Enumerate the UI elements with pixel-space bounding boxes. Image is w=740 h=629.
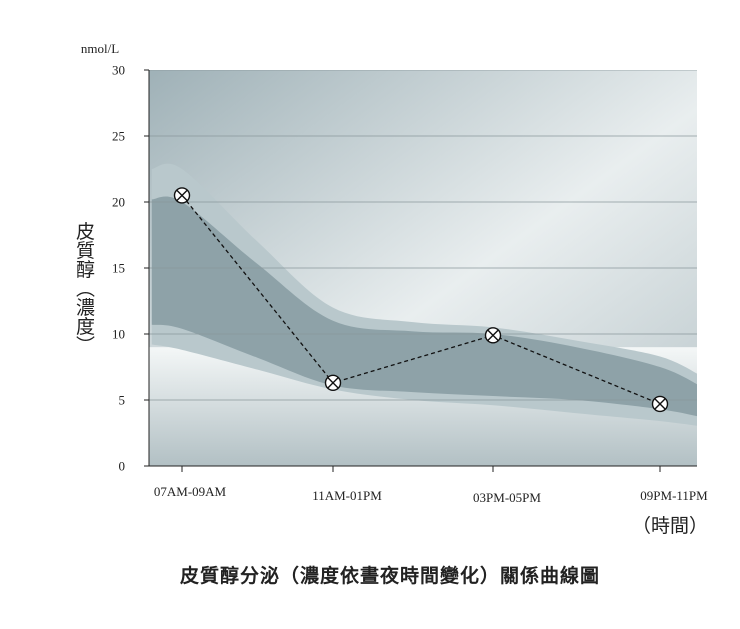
y-tick-label-5: 5 — [119, 393, 126, 408]
y-tick-label-30: 30 — [112, 63, 125, 78]
data-point-1 — [173, 187, 191, 204]
data-point-cross-b — [327, 377, 339, 389]
x-tick-label-1: 07AM-09AM — [154, 484, 227, 499]
series-layer — [173, 187, 669, 413]
plot-area — [149, 70, 697, 466]
x-tick-label-4: 09PM-11PM — [640, 488, 708, 503]
y-tick-label-15: 15 — [112, 261, 125, 276]
data-point-cross-b — [654, 398, 666, 410]
range-bands — [151, 163, 697, 426]
series-line-1 — [181, 194, 661, 405]
data-point-3 — [484, 327, 502, 344]
axes — [144, 69, 697, 472]
x-axis-label: （時間） — [632, 515, 708, 537]
data-point-2 — [324, 374, 342, 392]
y-tick-label-0: 0 — [119, 459, 126, 474]
x-tick-labels: 07AM-09AM 11AM-01PM 03PM-05PM 09PM-11PM — [154, 484, 708, 505]
y-axis-label: 皮質醇（濃度） — [73, 221, 95, 354]
data-point-4 — [651, 395, 669, 413]
y-tick-labels: 0 5 10 15 20 25 30 — [112, 63, 125, 474]
data-point-cross-b — [176, 189, 188, 202]
range-band-2 — [151, 196, 697, 417]
y-unit-label: nmol/L — [81, 41, 119, 56]
x-tick-label-3: 03PM-05PM — [473, 490, 541, 505]
y-tick-label-10: 10 — [112, 327, 125, 342]
y-tick-label-25: 25 — [112, 129, 125, 144]
chart-title: 皮質醇分泌（濃度依晝夜時間變化）關係曲線圖 — [180, 564, 600, 587]
data-point-cross-b — [487, 329, 499, 342]
gridlines — [149, 70, 697, 401]
x-tick-label-2: 11AM-01PM — [312, 488, 382, 503]
y-tick-label-20: 20 — [112, 195, 125, 210]
